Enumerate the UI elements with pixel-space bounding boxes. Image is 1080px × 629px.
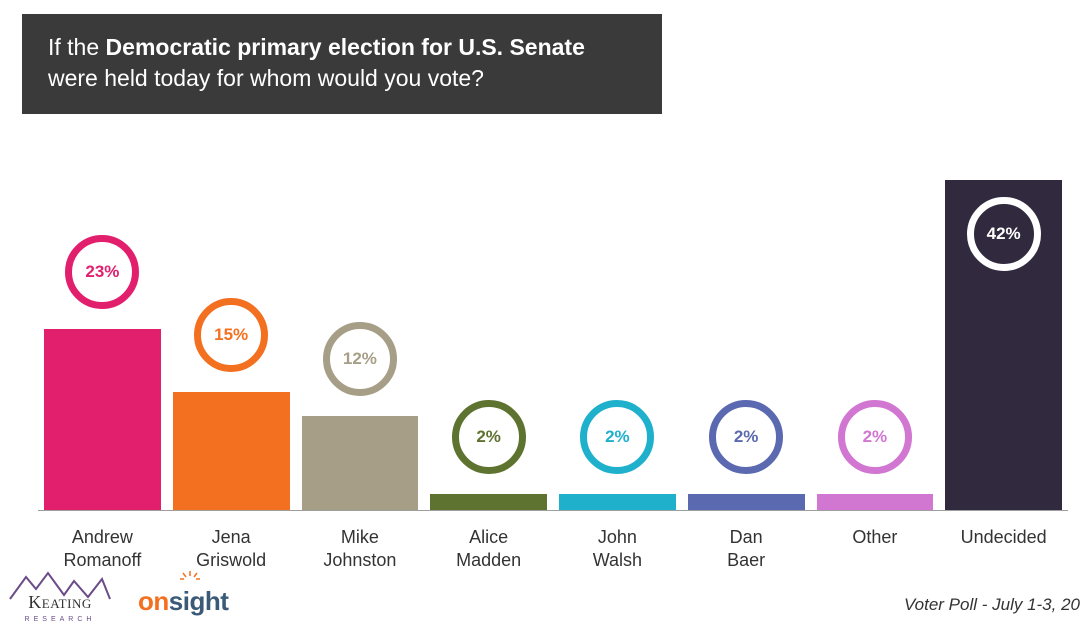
chart-column: 2% [811,400,940,510]
x-axis-labels: AndrewRomanoffJenaGriswoldMikeJohnstonAl… [38,518,1068,571]
onsight-sight: sight [169,586,229,617]
bar [430,494,547,510]
x-label: Undecided [939,518,1068,571]
onsight-on: on [138,586,169,617]
bar [817,494,934,510]
chart-column: 23% [38,235,167,510]
chart-column: 2% [553,400,682,510]
value-ring: 23% [65,235,139,309]
chart-column: 42% [939,180,1068,510]
chart-title-box: If the Democratic primary election for U… [22,14,662,114]
x-label: DanBaer [682,518,811,571]
sun-rays-icon [180,571,200,585]
onsight-logo: onsight [138,569,228,623]
bar-chart: 23% 15% 12% 2% 2% 2% 2% 42% [38,141,1068,511]
bar [44,329,161,510]
chart-column: 15% [167,298,296,510]
x-label: AliceMadden [424,518,553,571]
x-label: JenaGriswold [167,518,296,571]
value-ring: 12% [323,322,397,396]
value-ring: 2% [838,400,912,474]
x-label: AndrewRomanoff [38,518,167,571]
bar [302,416,419,510]
x-label: Other [811,518,940,571]
value-ring: 2% [580,400,654,474]
value-ring: 42% [967,197,1041,271]
keating-logo: Keating RESEARCH [0,569,120,623]
chart-column: 2% [682,400,811,510]
title-suffix: were held today for whom would you vote? [48,65,484,91]
bar [559,494,676,510]
keating-text: Keating [0,592,120,613]
bar [173,392,290,510]
bar [688,494,805,510]
value-ring: 2% [452,400,526,474]
keating-sub: RESEARCH [0,616,120,623]
x-label: JohnWalsh [553,518,682,571]
title-prefix: If the [48,34,106,60]
logos-row: Keating RESEARCH onsight [0,569,228,623]
footnote: Voter Poll - July 1-3, 20 [904,595,1080,615]
chart-column: 12% [296,322,425,510]
x-label: MikeJohnston [296,518,425,571]
value-ring: 2% [709,400,783,474]
title-bold: Democratic primary election for U.S. Sen… [106,34,585,60]
value-ring: 15% [194,298,268,372]
chart-column: 2% [424,400,553,510]
